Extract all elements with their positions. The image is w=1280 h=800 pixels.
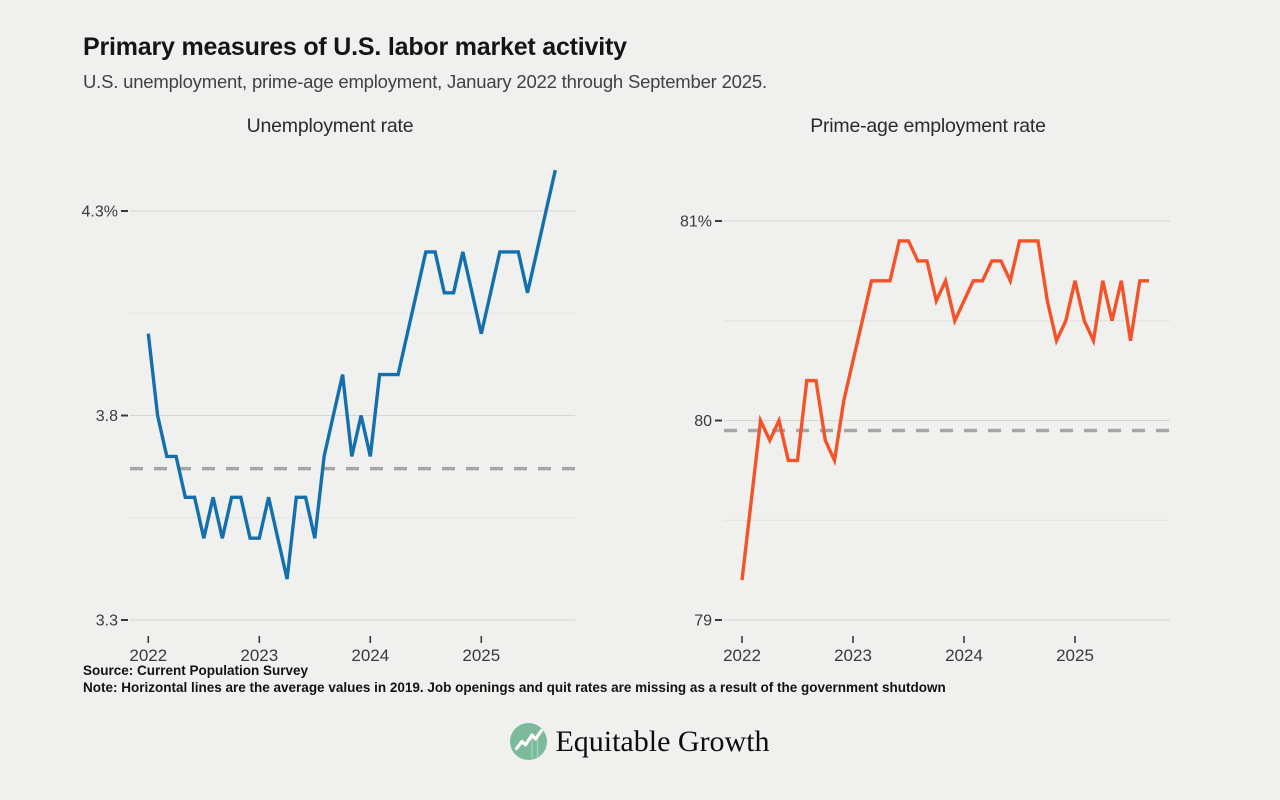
y-tick-label: 4.3% [82, 204, 118, 221]
y-tick-label: 79 [694, 613, 712, 630]
chart-title-prime-age: Prime-age employment rate [810, 115, 1046, 137]
page-subtitle: U.S. unemployment, prime-age employment,… [83, 71, 767, 92]
y-tick-label: 80 [694, 413, 712, 430]
methodology-note: Note: Horizontal lines are the average v… [83, 680, 946, 695]
unemployment-line [146, 169, 557, 580]
x-tick-label: 2023 [240, 646, 278, 665]
logo-trendline [515, 728, 544, 751]
charts-canvas: 4.3% 3.8 3.3 2022 2023 2024 2025 81% 80 79 2022 202… [82, 169, 1170, 665]
x-tick-label: 2022 [723, 646, 761, 665]
source-note: Source: Current Population Survey [83, 663, 309, 678]
x-tick-label: 2023 [834, 646, 872, 665]
x-tick-label: 2024 [945, 646, 983, 665]
x-tick-label: 2022 [129, 646, 167, 665]
y-tick-label: 3.8 [96, 408, 118, 425]
logo-text: Equitable Growth [555, 724, 770, 758]
equitable-growth-logo-icon [510, 723, 548, 760]
prime-age-employment-line [740, 239, 1149, 581]
x-tick-label: 2025 [1056, 646, 1094, 665]
y-tick-label: 81% [680, 214, 712, 231]
y-tick-label: 3.3 [96, 613, 118, 630]
chart-title-unemployment: Unemployment rate [246, 115, 414, 137]
x-tick-label: 2025 [462, 646, 500, 665]
logo: Equitable Growth [0, 723, 1280, 760]
page-title: Primary measures of U.S. labor market ac… [83, 33, 627, 61]
x-tick-label: 2024 [351, 646, 389, 665]
